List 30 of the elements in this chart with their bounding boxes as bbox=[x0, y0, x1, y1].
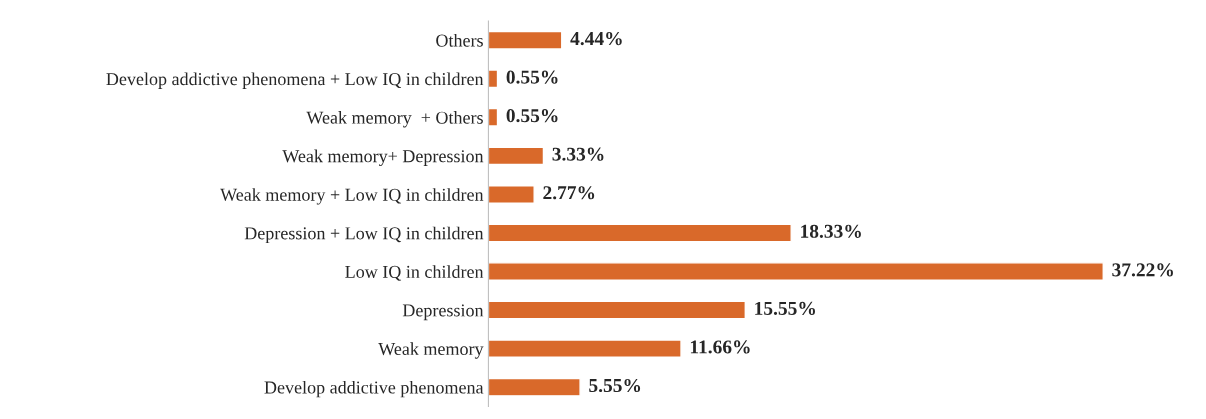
bar bbox=[488, 262, 1104, 281]
data-label: 5.55% bbox=[589, 378, 641, 393]
bar bbox=[488, 377, 581, 397]
y-tick-label: Weak memory + Others bbox=[306, 111, 483, 128]
bar bbox=[488, 146, 545, 166]
y-tick-label: Low IQ in children bbox=[345, 265, 484, 281]
y-tick-label: Depression bbox=[402, 304, 484, 321]
data-label: 0.55% bbox=[506, 109, 558, 123]
bar bbox=[488, 107, 499, 127]
bar bbox=[488, 185, 535, 204]
data-label: 3.33% bbox=[552, 147, 604, 161]
bar bbox=[488, 339, 682, 358]
data-label: 2.77% bbox=[543, 186, 595, 200]
bar bbox=[488, 69, 499, 89]
y-tick-label: Weak memory + Low IQ in children bbox=[220, 188, 484, 205]
bar bbox=[488, 300, 746, 320]
data-label: 4.44% bbox=[570, 31, 622, 46]
y-tick-label: Weak memory bbox=[378, 342, 484, 359]
bar bbox=[488, 30, 563, 50]
y-tick-label: Weak memory+ Depression bbox=[282, 149, 484, 167]
data-label: 11.66% bbox=[690, 340, 750, 354]
data-label: 0.55% bbox=[506, 70, 558, 84]
data-label: 37.22% bbox=[1112, 263, 1173, 277]
y-tick-label: Others bbox=[436, 33, 483, 47]
bar bbox=[488, 223, 792, 243]
data-label: 15.55% bbox=[755, 301, 815, 316]
y-tick-label: Develop addictive phenomena bbox=[264, 380, 484, 398]
y-tick-label: Develop addictive phenomena + Low IQ in children bbox=[106, 72, 484, 89]
data-label: 18.33% bbox=[801, 224, 861, 238]
y-tick-label: Depression + Low IQ in children bbox=[244, 226, 484, 244]
